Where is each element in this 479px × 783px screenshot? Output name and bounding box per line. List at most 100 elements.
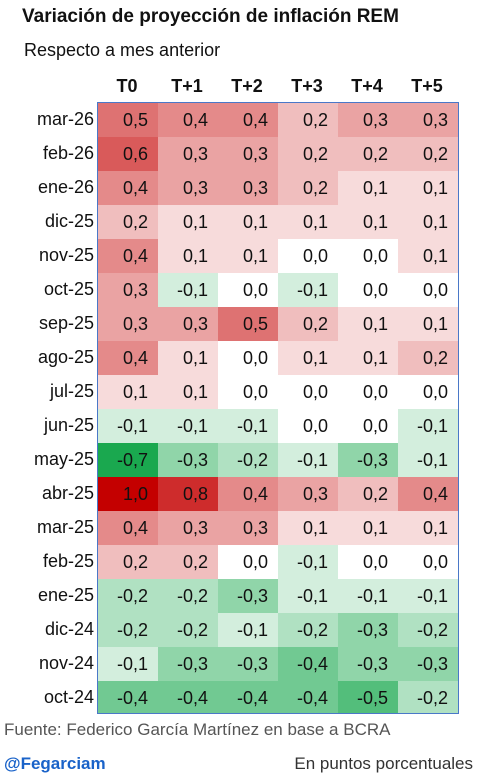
column-header: T+3: [291, 76, 323, 96]
heatmap-cell: 0,0: [218, 375, 278, 409]
heatmap-cell: 0,0: [398, 545, 458, 579]
row-label: oct-24: [43, 687, 94, 707]
heatmap-cell: 0,0: [278, 409, 338, 443]
row-label: dic-25: [44, 211, 94, 231]
heatmap-cell: 0,1: [158, 239, 218, 273]
heatmap-cell: 0,3: [158, 511, 218, 545]
heatmap-cell: -0,4: [158, 681, 218, 713]
heatmap-cell: 0,2: [98, 545, 158, 579]
heatmap-cell: -0,2: [158, 613, 218, 647]
heatmap-cell: -0,2: [278, 613, 338, 647]
heatmap-cell: 0,2: [98, 205, 158, 239]
heatmap-cell: 0,3: [158, 307, 218, 341]
heatmap-cell: -0,2: [158, 579, 218, 613]
heatmap-cell: -0,3: [158, 647, 218, 681]
heatmap-cell: 0,1: [158, 341, 218, 375]
heatmap-cell: 0,4: [398, 477, 458, 511]
heatmap-cell: 0,3: [98, 307, 158, 341]
heatmap-cell: 0,2: [278, 307, 338, 341]
heatmap-cell: 0,0: [398, 273, 458, 307]
column-header: T+5: [411, 76, 443, 96]
heatmap-cell: 0,4: [98, 511, 158, 545]
heatmap-cell: 0,0: [218, 341, 278, 375]
heatmap-cell: -0,3: [218, 579, 278, 613]
heatmap-cell: 0,1: [338, 205, 398, 239]
heatmap-cell: 0,2: [278, 103, 338, 137]
heatmap-cell: 0,1: [398, 307, 458, 341]
row-label: nov-24: [38, 653, 94, 673]
heatmap-cell: 0,1: [398, 171, 458, 205]
heatmap-cell: 0,1: [278, 341, 338, 375]
heatmap-cell: 0,3: [98, 273, 158, 307]
heatmap-cell: 0,6: [98, 137, 158, 171]
heatmap-cell: -0,4: [98, 681, 158, 713]
heatmap-cell: -0,1: [278, 545, 338, 579]
row-label: abr-25: [41, 483, 94, 503]
heatmap-cell: 0,3: [278, 477, 338, 511]
heatmap-cell: 0,4: [158, 103, 218, 137]
row-label: mar-25: [36, 517, 94, 537]
heatmap-cell: 0,0: [338, 273, 398, 307]
column-header: T+4: [351, 76, 383, 96]
heatmap-cell: 0,0: [338, 545, 398, 579]
row-label: dic-24: [44, 619, 94, 639]
row-label: jul-25: [49, 381, 94, 401]
heatmap-cell: -0,1: [398, 579, 458, 613]
heatmap-cell: 0,3: [158, 171, 218, 205]
heatmap-cell: 0,0: [278, 239, 338, 273]
heatmap-cell: -0,2: [98, 579, 158, 613]
heatmap-cell: -0,2: [398, 681, 458, 713]
heatmap-cell: 0,0: [278, 375, 338, 409]
heatmap-cell: -0,1: [158, 273, 218, 307]
heatmap-cell: 0,2: [278, 137, 338, 171]
heatmap-cell: 0,0: [218, 273, 278, 307]
heatmap-grid: 0,5 0,4 0,4 0,2 0,3 0,3 0,6 0,3 0,3 0,2 0,2 0,2 0,4 0…: [97, 102, 459, 714]
heatmap-cell: -0,2: [98, 613, 158, 647]
row-label: feb-25: [42, 551, 94, 571]
row-label: nov-25: [38, 245, 94, 265]
heatmap-cell: 0,1: [98, 375, 158, 409]
chart-title: Variación de proyección de inflación REM: [22, 6, 399, 27]
heatmap-cell: -0,1: [278, 273, 338, 307]
heatmap-cell: -0,1: [398, 443, 458, 477]
heatmap-cell: -0,3: [158, 443, 218, 477]
heatmap-cell: 0,4: [98, 239, 158, 273]
column-header: T+2: [231, 76, 263, 96]
heatmap-cell: -0,1: [98, 409, 158, 443]
heatmap-cell: 0,4: [218, 103, 278, 137]
heatmap-cell: 0,4: [98, 341, 158, 375]
heatmap-cell: 0,1: [158, 375, 218, 409]
heatmap-cell: 0,3: [158, 137, 218, 171]
heatmap-cell: 0,0: [218, 545, 278, 579]
heatmap-cell: 0,2: [278, 171, 338, 205]
heatmap-cell: 0,8: [158, 477, 218, 511]
heatmap-cell: -0,1: [218, 409, 278, 443]
row-label: jun-25: [43, 415, 94, 435]
row-label: ene-25: [37, 585, 94, 605]
column-header: T+1: [171, 76, 203, 96]
heatmap-cell: -0,3: [338, 647, 398, 681]
heatmap-cell: -0,4: [218, 681, 278, 713]
row-label: feb-26: [42, 143, 94, 163]
heatmap-cell: 0,2: [398, 137, 458, 171]
heatmap-cell: -0,1: [278, 443, 338, 477]
heatmap-cell: 0,1: [278, 511, 338, 545]
heatmap-cell: -0,3: [338, 443, 398, 477]
row-label: oct-25: [43, 279, 94, 299]
heatmap-cell: 0,4: [98, 171, 158, 205]
units-note: En puntos porcentuales: [294, 754, 473, 773]
heatmap-cell: 0,1: [218, 205, 278, 239]
heatmap-cell: 0,1: [398, 511, 458, 545]
heatmap-cell: -0,5: [338, 681, 398, 713]
heatmap-cell: -0,3: [398, 647, 458, 681]
heatmap-cell: 0,5: [98, 103, 158, 137]
author-handle[interactable]: @Fegarciam: [4, 754, 106, 773]
heatmap-cell: -0,1: [98, 647, 158, 681]
heatmap-cell: 0,2: [338, 137, 398, 171]
heatmap-cell: -0,1: [398, 409, 458, 443]
heatmap-cell: -0,2: [398, 613, 458, 647]
heatmap-cell: -0,3: [338, 613, 398, 647]
heatmap-cell: 0,1: [158, 205, 218, 239]
heatmap-cell: -0,2: [218, 443, 278, 477]
row-label: ago-25: [37, 347, 94, 367]
